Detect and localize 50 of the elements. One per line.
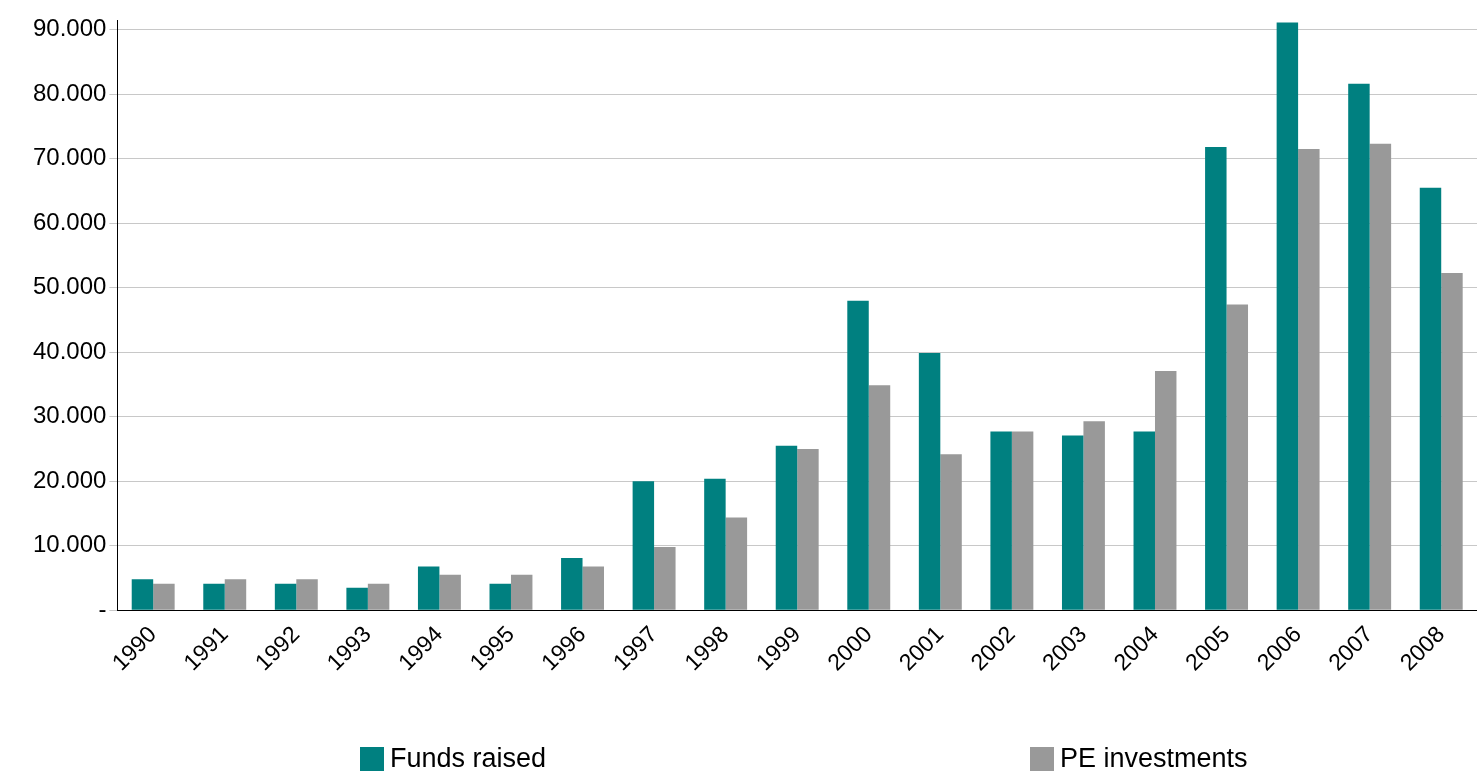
bar bbox=[561, 558, 583, 610]
bar bbox=[775, 445, 798, 610]
bar bbox=[632, 481, 655, 610]
bar bbox=[296, 579, 318, 610]
bar bbox=[868, 385, 891, 610]
y-tick-label: - bbox=[98, 594, 107, 622]
bar bbox=[224, 579, 247, 610]
bar bbox=[1276, 22, 1299, 610]
bar bbox=[1011, 431, 1034, 610]
bar bbox=[1205, 147, 1227, 610]
bar bbox=[367, 583, 390, 610]
bar bbox=[1348, 83, 1370, 610]
bar bbox=[797, 449, 819, 610]
legend-label: PE investments bbox=[1060, 743, 1248, 774]
y-tick-label: 80.000 bbox=[33, 78, 107, 106]
bar bbox=[1083, 421, 1105, 610]
bar bbox=[131, 579, 154, 610]
y-tick-label: 20.000 bbox=[33, 465, 107, 493]
bar bbox=[1441, 272, 1463, 610]
bar bbox=[1133, 431, 1155, 610]
legend-label: Funds raised bbox=[390, 743, 547, 774]
bar bbox=[1226, 304, 1249, 610]
bar bbox=[654, 547, 676, 610]
y-tick-label: 10.000 bbox=[33, 530, 107, 558]
bar bbox=[510, 574, 533, 610]
bar bbox=[1369, 143, 1392, 610]
bar bbox=[704, 478, 726, 610]
bar bbox=[417, 566, 440, 610]
bar bbox=[847, 300, 869, 610]
bar bbox=[203, 583, 225, 610]
bar bbox=[582, 566, 604, 610]
bar bbox=[940, 454, 962, 610]
bar bbox=[1061, 435, 1084, 610]
y-tick-label: 30.000 bbox=[33, 401, 107, 429]
y-tick-label: 40.000 bbox=[33, 336, 107, 364]
bar bbox=[990, 431, 1012, 610]
bar bbox=[274, 583, 297, 610]
y-tick-label: 50.000 bbox=[33, 272, 107, 300]
y-tick-label: 70.000 bbox=[33, 143, 107, 171]
y-tick-label: 60.000 bbox=[33, 207, 107, 235]
bar bbox=[153, 583, 175, 610]
bar bbox=[725, 517, 748, 610]
bar bbox=[439, 574, 461, 610]
bar bbox=[1298, 149, 1320, 610]
bar bbox=[918, 352, 941, 610]
bar bbox=[489, 583, 511, 610]
bar bbox=[1154, 370, 1177, 610]
y-tick-label: 90.000 bbox=[33, 14, 107, 42]
bar bbox=[1419, 187, 1442, 610]
bar bbox=[346, 587, 368, 610]
